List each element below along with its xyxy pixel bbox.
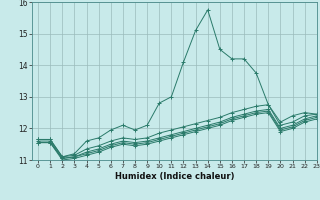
X-axis label: Humidex (Indice chaleur): Humidex (Indice chaleur) bbox=[115, 172, 234, 181]
